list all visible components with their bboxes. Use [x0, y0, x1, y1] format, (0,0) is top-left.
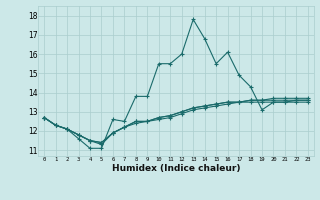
X-axis label: Humidex (Indice chaleur): Humidex (Indice chaleur): [112, 164, 240, 173]
